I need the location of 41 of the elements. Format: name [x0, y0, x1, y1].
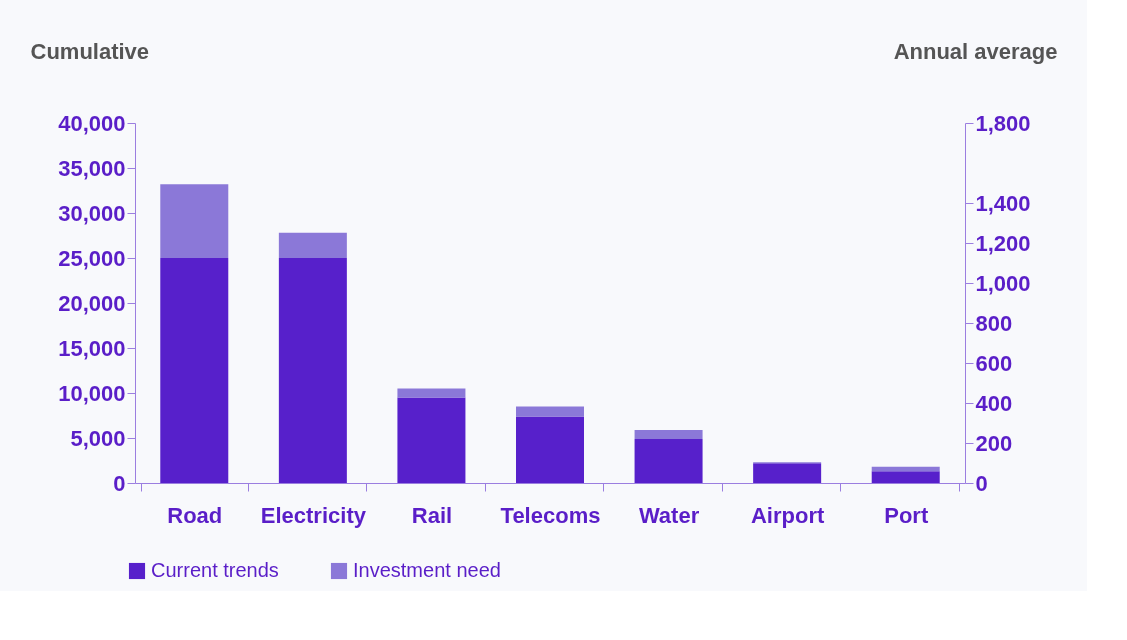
- bar: [160, 258, 229, 483]
- x-tick-label: Airport: [750, 502, 825, 528]
- y2-tick-label: 600: [975, 350, 1013, 376]
- x-tick-label: Electricity: [260, 502, 367, 528]
- bar: [516, 416, 584, 483]
- y2-tick-label: 1,000: [975, 270, 1031, 296]
- bar: [753, 463, 822, 483]
- legend-label: Current trends: [151, 559, 279, 581]
- bar: [634, 438, 703, 483]
- x-tick-label: Road: [167, 502, 223, 528]
- y-axis-title: Cumulative: [30, 38, 150, 64]
- y2-tick-label: 1,200: [975, 230, 1031, 256]
- legend-label: Investment need: [353, 559, 501, 581]
- x-tick-label: Port: [884, 502, 929, 528]
- y-tick-label: 5,000: [70, 425, 126, 451]
- y-tick-label: 20,000: [58, 290, 126, 316]
- bar: [278, 258, 347, 483]
- bar: [871, 471, 940, 483]
- y2-tick-label: 0: [975, 470, 988, 496]
- y-tick-label: 35,000: [58, 155, 126, 181]
- bar: [160, 184, 229, 258]
- y2-axis-title: Annual average: [893, 38, 1058, 64]
- y-tick-label: 40,000: [58, 110, 126, 136]
- y2-tick-label: 800: [975, 310, 1013, 336]
- bar: [516, 406, 584, 417]
- y-tick-label: 25,000: [58, 245, 126, 271]
- y-tick-label: 10,000: [58, 380, 126, 406]
- bar: [397, 397, 466, 483]
- x-tick-label: Telecoms: [500, 502, 601, 528]
- y-tick-label: 0: [113, 470, 126, 496]
- bar: [278, 232, 347, 258]
- y2-tick-label: 1,800: [975, 110, 1031, 136]
- y2-tick-label: 1,400: [975, 190, 1031, 216]
- x-tick-label: Water: [638, 502, 700, 528]
- y2-tick-label: 400: [975, 390, 1013, 416]
- y-tick-label: 30,000: [58, 200, 126, 226]
- bar: [397, 388, 466, 398]
- y2-tick-label: 200: [975, 430, 1013, 456]
- bar: [634, 429, 703, 439]
- y-tick-label: 15,000: [58, 335, 126, 361]
- x-tick-label: Rail: [411, 502, 453, 528]
